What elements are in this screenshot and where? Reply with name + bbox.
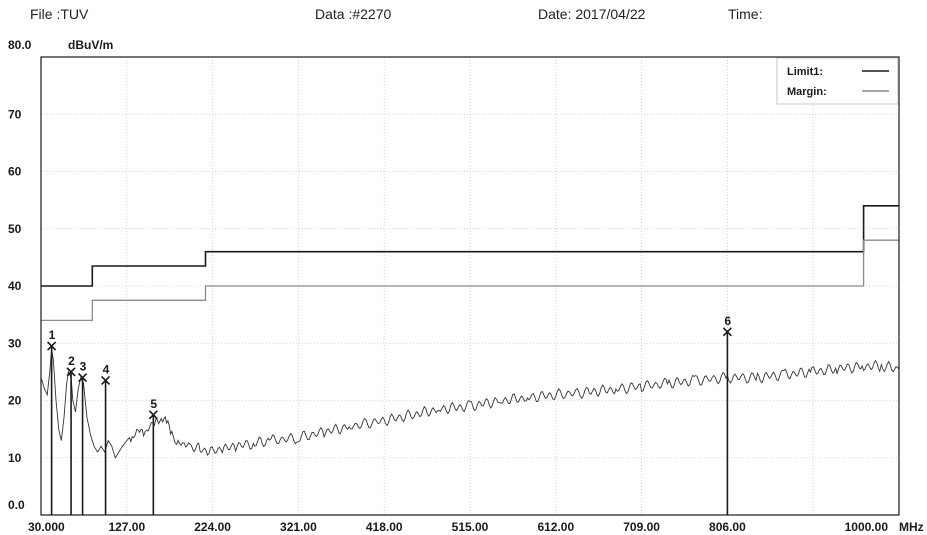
x-tick-label: 321.00 xyxy=(280,520,317,534)
marker-label: 6 xyxy=(724,314,731,328)
x-tick-label: 1000.00 xyxy=(845,520,889,534)
marker-label: 3 xyxy=(80,360,87,374)
x-tick-label: 224.00 xyxy=(194,520,231,534)
x-tick-label: 418.00 xyxy=(366,520,403,534)
y-tick-label: 70 xyxy=(8,107,22,121)
data-label: Data :#2270 xyxy=(315,6,392,22)
y-tick-label: 80.0 xyxy=(8,38,32,52)
marker-cross xyxy=(47,341,57,351)
x-tick-label: 515.00 xyxy=(452,520,489,534)
y-tick-label: 20 xyxy=(8,394,22,408)
x-axis-unit: MHz xyxy=(899,520,924,534)
time-label: Time: xyxy=(728,6,763,22)
y-tick-label: 50 xyxy=(8,222,22,236)
marker-cross xyxy=(722,327,732,337)
marker-label: 2 xyxy=(68,354,75,368)
x-tick-label: 127.00 xyxy=(108,520,145,534)
legend-entry: Margin: xyxy=(787,86,827,98)
y-tick-label: 10 xyxy=(8,451,22,465)
marker-cross xyxy=(66,367,76,377)
y-tick-label: 60 xyxy=(8,165,22,179)
y-tick-label: 30 xyxy=(8,336,22,350)
file-label: File :TUV xyxy=(30,6,89,22)
tick-labels: 0.0 10 20 30 40 50 60 70 80.0 30.000 127.00 224.00 3… xyxy=(8,38,888,534)
marker-label: 4 xyxy=(103,362,110,376)
series-group xyxy=(40,205,900,459)
margin-line xyxy=(41,239,899,322)
x-tick-label: 612.00 xyxy=(537,520,574,534)
date-label: Date: 2017/04/22 xyxy=(538,6,646,22)
legend-entry: Limit1: xyxy=(787,66,823,78)
marker-label: 5 xyxy=(150,397,157,411)
marker-label: 1 xyxy=(49,328,56,342)
markers-group: 12 3 4 5 6 xyxy=(47,314,732,515)
limit1-line xyxy=(41,205,899,287)
measurement-trace xyxy=(40,348,900,459)
legend: Limit1: Margin: xyxy=(776,57,899,105)
legend-box xyxy=(776,57,899,105)
x-tick-label: 30.000 xyxy=(28,520,65,534)
x-tick-label: 806.00 xyxy=(709,520,746,534)
y-tick-label: 40 xyxy=(8,279,22,293)
x-tick-label: 709.00 xyxy=(623,520,660,534)
marker-cross xyxy=(101,375,111,386)
y-tick-label: 0.0 xyxy=(8,498,25,512)
marker-cross xyxy=(78,373,88,383)
marker-cross xyxy=(148,410,158,420)
plot-frame xyxy=(40,56,900,516)
y-axis-label: dBuV/m xyxy=(68,38,113,52)
